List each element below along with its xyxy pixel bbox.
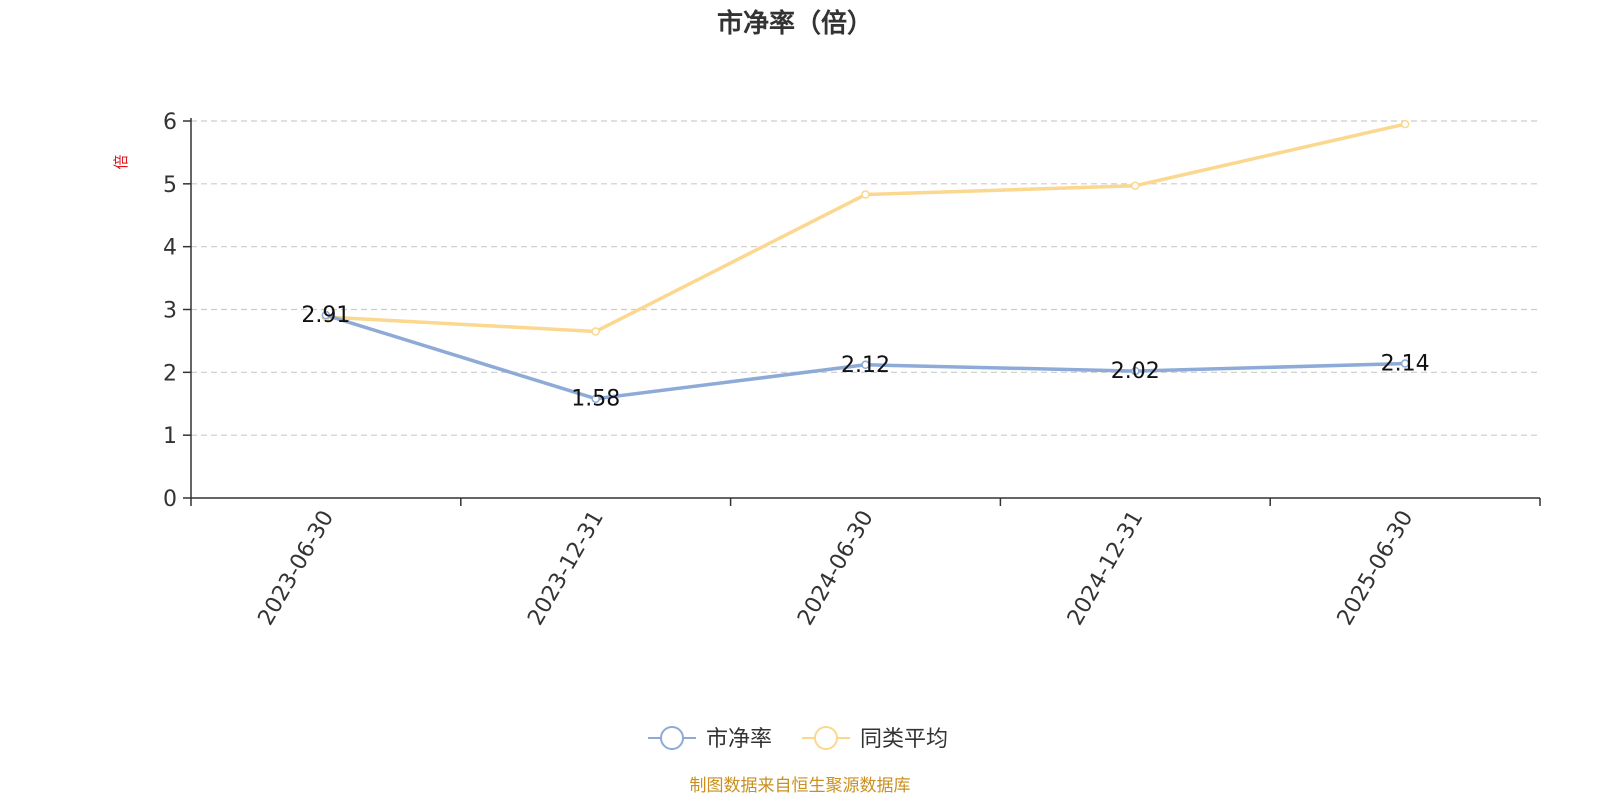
y-tick-label: 4 <box>163 236 177 261</box>
legend-marker <box>660 726 684 750</box>
x-tick-label: 2023-12-31 <box>523 507 609 630</box>
data-point <box>591 327 600 336</box>
x-tick-label: 2025-06-30 <box>1333 507 1419 630</box>
data-label: 2.02 <box>1111 359 1160 384</box>
data-labels: 2.91 1.58 2.12 2.02 2.14 <box>301 303 1429 412</box>
y-tick-label: 1 <box>163 424 177 449</box>
data-point <box>861 360 870 370</box>
data-point <box>1131 181 1140 190</box>
legend[interactable]: 市净率 同类平均 <box>648 726 948 752</box>
legend-item-avg[interactable]: 同类平均 <box>802 726 948 752</box>
data-point <box>591 394 600 403</box>
footer-source-text: 制图数据来自恒生聚源数据库 <box>690 776 911 796</box>
y-axis-label: 倍 <box>112 154 130 169</box>
x-tick-label: 2024-06-30 <box>793 507 879 630</box>
y-tick-label: 2 <box>163 361 177 386</box>
legend-marker <box>814 726 838 750</box>
x-tick-label: 2024-12-31 <box>1063 507 1149 630</box>
y-tick-label: 6 <box>163 110 177 135</box>
data-point <box>1131 366 1140 376</box>
data-label: 2.91 <box>301 303 350 328</box>
legend-label: 市净率 <box>706 727 772 752</box>
chart-title: 市净率（倍） <box>717 8 873 39</box>
series-layer <box>321 119 1410 403</box>
data-point <box>321 310 331 320</box>
y-tick-label: 0 <box>163 487 177 512</box>
data-label: 2.12 <box>841 353 890 378</box>
series-line-avg <box>325 122 1406 334</box>
y-tick-label: 5 <box>163 173 177 198</box>
data-point <box>861 190 870 199</box>
data-point <box>1400 119 1410 129</box>
x-tick-label: 2023-06-30 <box>254 507 340 630</box>
grid-lines <box>191 120 1540 436</box>
data-label: 2.14 <box>1381 352 1430 377</box>
legend-item-pb[interactable]: 市净率 <box>648 726 772 752</box>
data-point <box>1400 359 1410 368</box>
legend-label: 同类平均 <box>860 727 948 752</box>
y-tick-label: 3 <box>163 299 177 324</box>
data-label: 1.58 <box>571 387 620 412</box>
